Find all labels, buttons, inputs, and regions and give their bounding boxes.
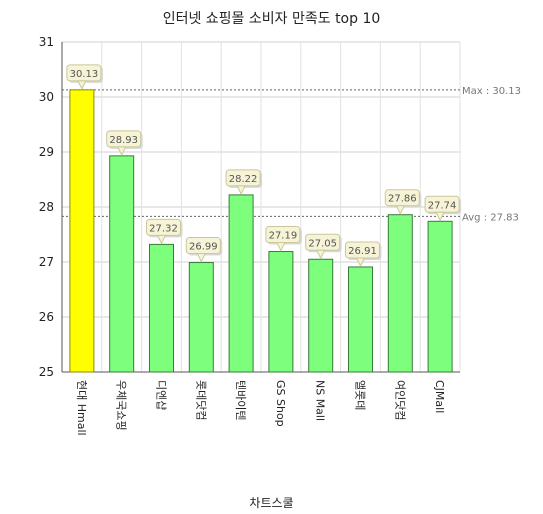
data-label-pointer [435, 211, 445, 222]
bar [188, 262, 214, 373]
y-tick-label: 31 [39, 35, 54, 49]
x-tick-label: 롯데닷컴 [194, 380, 207, 420]
bar [427, 220, 453, 373]
bar [348, 266, 373, 373]
bar [149, 243, 174, 373]
y-tick-label: 30 [39, 90, 54, 104]
data-label: 27.86 [388, 194, 417, 205]
data-label: 27.05 [308, 238, 337, 249]
data-label: 28.22 [229, 174, 258, 185]
data-label: 27.32 [149, 223, 178, 234]
y-tick-label: 29 [39, 145, 54, 159]
bar [308, 258, 334, 373]
x-tick-label: CJMall [433, 380, 446, 413]
data-label-pointer [236, 185, 246, 196]
data-label-pointer [315, 249, 326, 260]
y-tick-label: 25 [39, 365, 54, 379]
reference-line-label: Avg : 27.83 [462, 212, 519, 223]
data-label: 26.91 [348, 246, 377, 257]
x-tick-label: 텐바이텐 [234, 380, 247, 420]
data-label-pointer [156, 234, 167, 245]
data-label: 27.19 [269, 231, 298, 242]
chart-title: 인터넷 쇼핑몰 소비자 만족도 top 10 [162, 11, 381, 27]
x-axis-label: 차트스쿨 [249, 496, 294, 510]
y-tick-label: 26 [39, 310, 54, 324]
data-label: 30.13 [70, 69, 99, 80]
bar [109, 155, 135, 373]
x-tick-label: 현대 Hmall [75, 380, 88, 436]
bar [228, 194, 254, 373]
data-label-pointer [196, 253, 207, 263]
data-label: 27.74 [428, 200, 457, 211]
x-tick-label: 우체국쇼핑 [115, 380, 128, 431]
data-label-pointer [355, 257, 366, 268]
y-tick-label: 28 [39, 200, 54, 214]
data-label-pointer [77, 80, 87, 90]
bar [268, 251, 294, 373]
data-label: 26.99 [189, 242, 218, 253]
reference-line-label: Max : 30.13 [462, 86, 521, 97]
data-label-pointer [395, 205, 406, 215]
x-tick-label: 앨롯데 [354, 380, 367, 410]
data-label: 28.93 [109, 135, 138, 146]
data-label-pointer [116, 146, 127, 156]
x-tick-label: GS Shop [274, 380, 287, 427]
bar [69, 89, 95, 373]
y-tick-label: 27 [39, 255, 54, 269]
bar [387, 214, 413, 373]
x-tick-label: NS Mall [314, 380, 327, 421]
x-tick-label: 여인닷컴 [393, 380, 406, 420]
x-tick-label: 디엔샵 [155, 380, 168, 410]
data-label-pointer [276, 242, 286, 252]
